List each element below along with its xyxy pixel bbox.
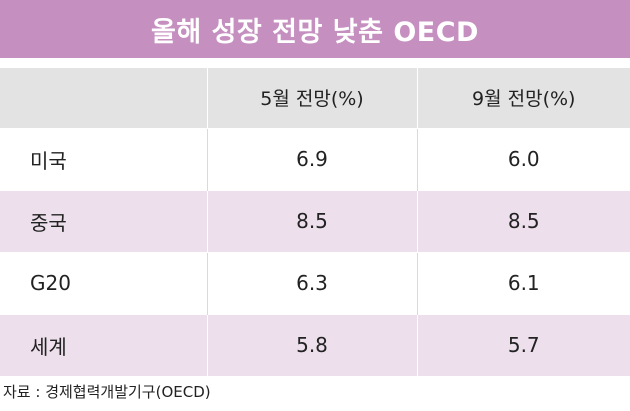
table-row: 중국 8.5 8.5 [0,190,630,252]
title-bar: 올해 성장 전망 낮춘 OECD [0,0,630,58]
row-label: G20 [30,271,71,295]
cell-may-value: 8.5 [206,190,417,252]
chart-title: 올해 성장 전망 낮춘 OECD [151,16,479,48]
cell-september-value: 6.1 [416,252,630,314]
header-row: 5월 전망(%) 9월 전망(%) [0,68,630,128]
header-cell-september: 9월 전망(%) [416,68,630,128]
cell-may-value: 5.8 [206,314,417,376]
table-row: 세계 5.8 5.7 [0,314,630,376]
cell-september-value: 5.7 [416,314,630,376]
cell-may-value: 6.9 [206,128,417,190]
data-table: 5월 전망(%) 9월 전망(%) 미국 6.9 6.0 중국 8.5 8.5 … [0,68,630,376]
row-label: 세계 [30,334,67,359]
cell-may-value: 6.3 [206,252,417,314]
source-note: 자료 : 경제협력개발기구(OECD) [3,383,211,401]
header-cell-may: 5월 전망(%) [206,68,417,128]
header-cell-empty [0,68,207,128]
table-row: G20 6.3 6.1 [0,252,630,314]
table-row: 미국 6.9 6.0 [0,128,630,190]
cell-september-value: 8.5 [416,190,630,252]
row-label: 미국 [30,148,67,173]
cell-september-value: 6.0 [416,128,630,190]
row-label: 중국 [30,210,67,235]
